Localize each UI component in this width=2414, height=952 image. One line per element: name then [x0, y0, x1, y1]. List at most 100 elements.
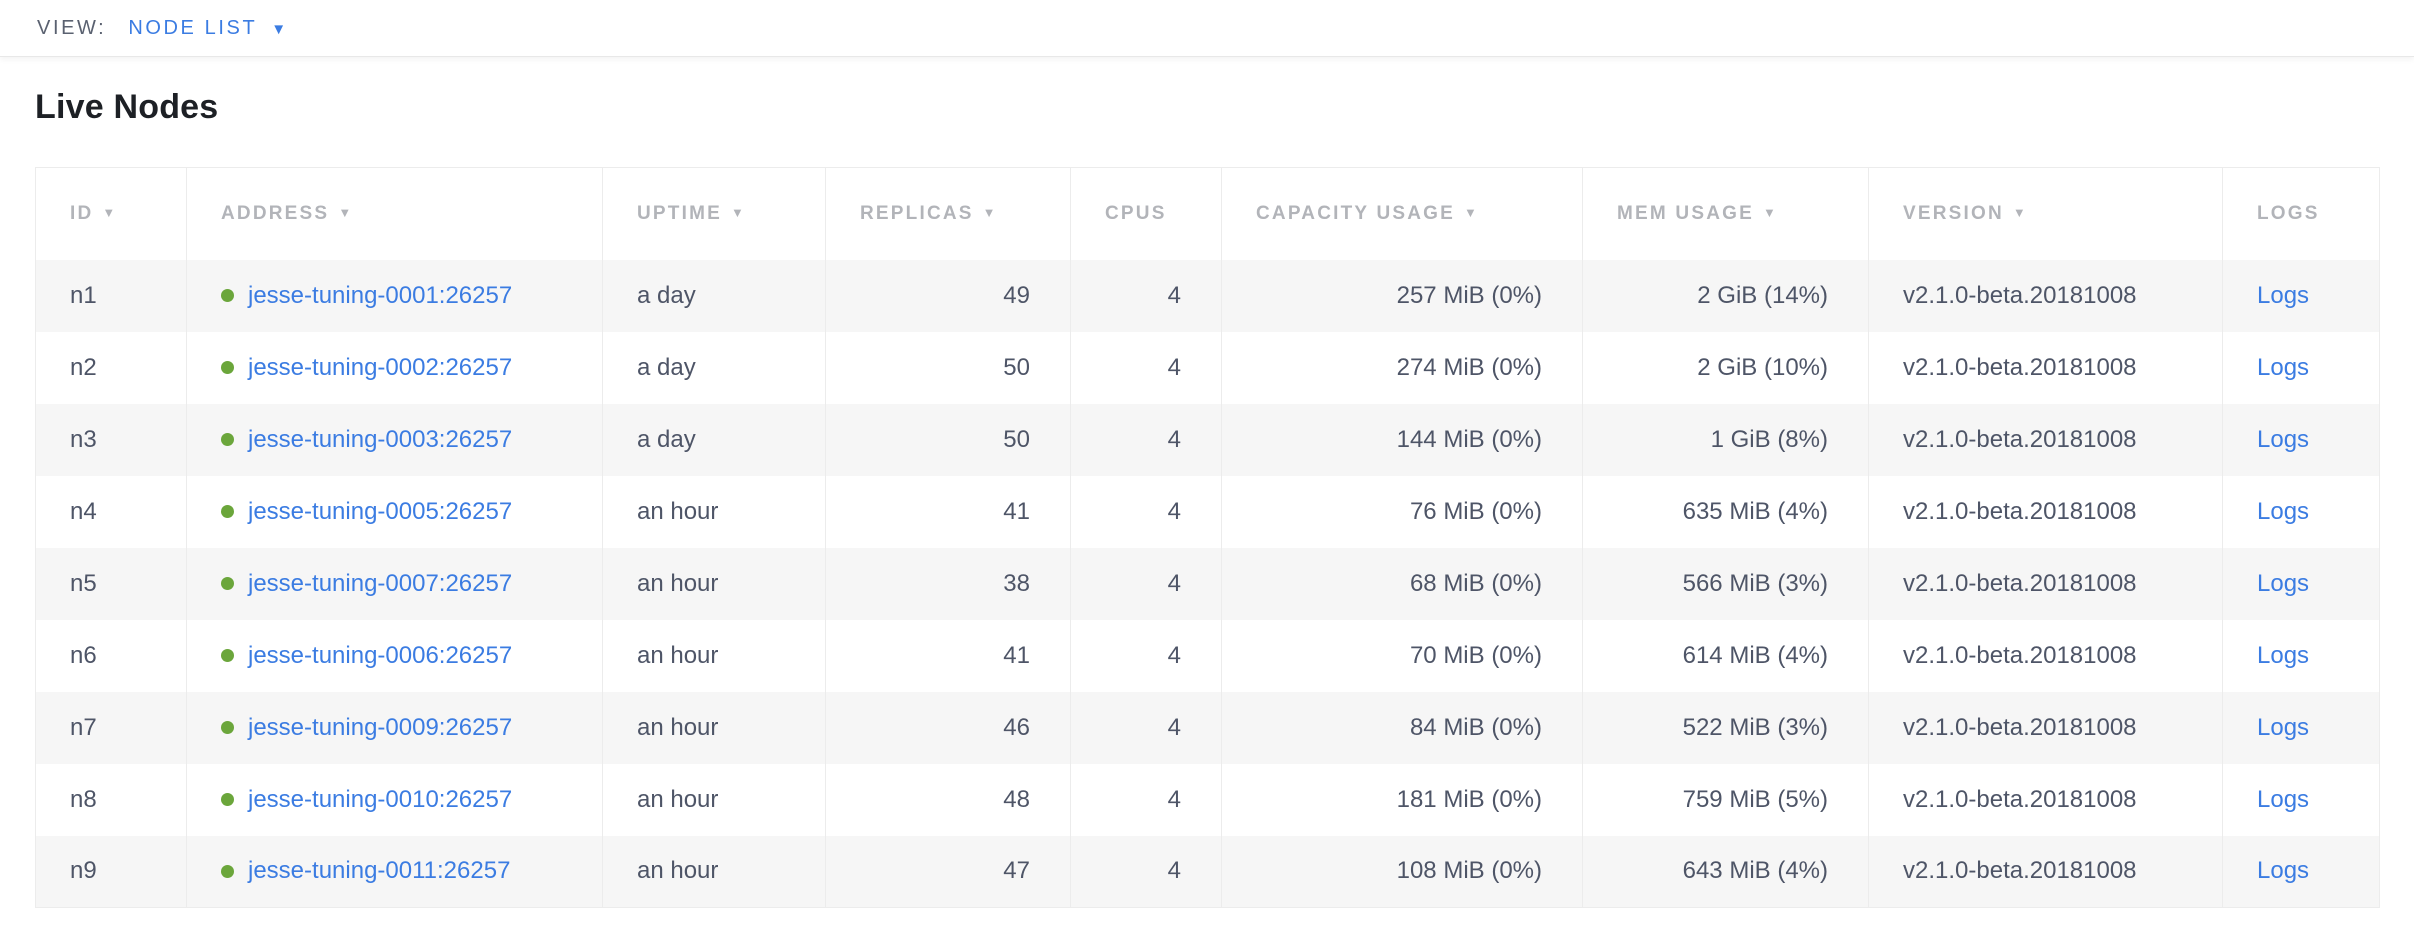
node-address-cell: jesse-tuning-0001:26257	[186, 259, 603, 332]
logs-link[interactable]: Logs	[2257, 785, 2310, 813]
node-address-link[interactable]: jesse-tuning-0002:26257	[248, 353, 513, 381]
node-healthy-dot-icon	[221, 793, 234, 806]
node-address-cell: jesse-tuning-0010:26257	[186, 763, 603, 836]
node-cpus-cell: 4	[1070, 691, 1222, 764]
node-version-cell: v2.1.0-beta.20181008	[1868, 835, 2223, 908]
node-address-cell: jesse-tuning-0002:26257	[186, 331, 603, 404]
node-healthy-dot-icon	[221, 505, 234, 518]
logs-link[interactable]: Logs	[2257, 569, 2310, 597]
column-header-logs: LOGS	[2222, 167, 2380, 260]
node-replicas-cell: 49	[825, 259, 1071, 332]
node-logs-cell: Logs	[2222, 259, 2380, 332]
node-address-cell: jesse-tuning-0006:26257	[186, 619, 603, 692]
node-address-link[interactable]: jesse-tuning-0006:26257	[248, 641, 513, 669]
column-header-label: UPTIME	[637, 202, 722, 224]
node-id-cell: n6	[36, 620, 187, 692]
view-dropdown-value: NODE LIST	[128, 16, 258, 39]
logs-link[interactable]: Logs	[2257, 497, 2310, 525]
node-healthy-dot-icon	[221, 649, 234, 662]
node-table-row: n3 jesse-tuning-0003:26257 a day 50 4 14…	[35, 403, 2380, 476]
node-capacity-usage-cell: 84 MiB (0%)	[1221, 691, 1583, 764]
node-mem-usage-cell: 1 GiB (8%)	[1582, 403, 1869, 476]
node-table-row: n6 jesse-tuning-0006:26257 an hour 41 4 …	[35, 619, 2380, 692]
column-header-cpus: CPUS	[1070, 167, 1222, 260]
node-logs-cell: Logs	[2222, 691, 2380, 764]
node-id: n1	[70, 281, 97, 309]
logs-link[interactable]: Logs	[2257, 641, 2310, 669]
node-logs-cell: Logs	[2222, 835, 2380, 908]
node-address-link[interactable]: jesse-tuning-0005:26257	[248, 497, 513, 525]
node-replicas-cell: 41	[825, 619, 1071, 692]
sort-arrow-icon: ▼	[338, 204, 354, 220]
node-uptime-cell: an hour	[602, 835, 826, 908]
logs-link[interactable]: Logs	[2257, 281, 2310, 309]
sort-arrow-icon: ▼	[1464, 204, 1480, 220]
sort-arrow-icon: ▼	[982, 204, 998, 220]
node-id-cell: n5	[36, 548, 187, 620]
node-replicas-cell: 47	[825, 835, 1071, 908]
node-id: n5	[70, 569, 97, 597]
node-replicas-cell: 48	[825, 763, 1071, 836]
node-logs-cell: Logs	[2222, 763, 2380, 836]
node-address-link[interactable]: jesse-tuning-0003:26257	[248, 425, 513, 453]
node-mem-usage-cell: 566 MiB (3%)	[1582, 547, 1869, 620]
node-table-row: n9 jesse-tuning-0011:26257 an hour 47 4 …	[35, 835, 2380, 908]
view-dropdown[interactable]: NODE LIST ▼	[128, 17, 286, 40]
node-id-cell: n2	[36, 332, 187, 404]
node-table-row: n2 jesse-tuning-0002:26257 a day 50 4 27…	[35, 331, 2380, 404]
node-address-link[interactable]: jesse-tuning-0010:26257	[248, 785, 513, 813]
node-uptime-cell: a day	[602, 331, 826, 404]
node-id-cell: n1	[36, 260, 187, 332]
column-header-version[interactable]: VERSION ▼	[1868, 167, 2223, 260]
node-capacity-usage-cell: 181 MiB (0%)	[1221, 763, 1583, 836]
column-header-capacity-usage[interactable]: CAPACITY USAGE ▼	[1221, 167, 1583, 260]
column-header-label: LOGS	[2257, 202, 2320, 224]
node-logs-cell: Logs	[2222, 403, 2380, 476]
table-header-row: ID ▼ ADDRESS ▼ UPTIME ▼ REPLICAS ▼ CPUS CAPA…	[35, 167, 2380, 260]
chevron-down-icon: ▼	[271, 20, 287, 38]
column-header-address[interactable]: ADDRESS ▼	[186, 167, 603, 260]
page-title: Live Nodes	[35, 88, 219, 126]
sort-arrow-icon: ▼	[730, 204, 747, 220]
node-address-cell: jesse-tuning-0005:26257	[186, 475, 603, 548]
sort-arrow-icon: ▼	[1762, 204, 1779, 220]
card-bottom-shadow	[337, 916, 2077, 952]
sort-arrow-icon: ▼	[2012, 204, 2028, 220]
node-address-cell: jesse-tuning-0003:26257	[186, 403, 603, 476]
node-healthy-dot-icon	[221, 361, 234, 374]
node-capacity-usage-cell: 70 MiB (0%)	[1221, 619, 1583, 692]
sort-arrow-icon: ▼	[102, 204, 118, 220]
column-header-id[interactable]: ID ▼	[35, 167, 187, 260]
node-replicas-cell: 50	[825, 403, 1071, 476]
node-id: n3	[70, 425, 97, 453]
column-header-uptime[interactable]: UPTIME ▼	[602, 167, 826, 260]
node-mem-usage-cell: 2 GiB (10%)	[1582, 331, 1869, 404]
node-address-link[interactable]: jesse-tuning-0009:26257	[248, 713, 513, 741]
node-capacity-usage-cell: 144 MiB (0%)	[1221, 403, 1583, 476]
node-uptime-cell: a day	[602, 403, 826, 476]
node-id: n6	[70, 641, 97, 669]
node-uptime-cell: an hour	[602, 619, 826, 692]
node-version-cell: v2.1.0-beta.20181008	[1868, 403, 2223, 476]
node-table-row: n1 jesse-tuning-0001:26257 a day 49 4 25…	[35, 259, 2380, 332]
node-address-link[interactable]: jesse-tuning-0011:26257	[248, 857, 511, 885]
logs-link[interactable]: Logs	[2257, 713, 2310, 741]
node-address-cell: jesse-tuning-0007:26257	[186, 547, 603, 620]
logs-link[interactable]: Logs	[2257, 425, 2310, 453]
node-cpus-cell: 4	[1070, 403, 1222, 476]
column-header-mem-usage[interactable]: MEM USAGE ▼	[1582, 167, 1869, 260]
node-address-link[interactable]: jesse-tuning-0001:26257	[248, 281, 513, 309]
node-capacity-usage-cell: 76 MiB (0%)	[1221, 475, 1583, 548]
logs-link[interactable]: Logs	[2257, 857, 2310, 885]
node-cpus-cell: 4	[1070, 475, 1222, 548]
live-nodes-table: ID ▼ ADDRESS ▼ UPTIME ▼ REPLICAS ▼ CPUS CAPA…	[35, 167, 2380, 908]
node-address-link[interactable]: jesse-tuning-0007:26257	[248, 569, 513, 597]
column-header-label: ID	[70, 202, 94, 224]
node-version-cell: v2.1.0-beta.20181008	[1868, 331, 2223, 404]
node-uptime-cell: an hour	[602, 691, 826, 764]
column-header-label: CPUS	[1105, 202, 1167, 224]
node-uptime-cell: a day	[602, 259, 826, 332]
column-header-replicas[interactable]: REPLICAS ▼	[825, 167, 1071, 260]
node-logs-cell: Logs	[2222, 331, 2380, 404]
logs-link[interactable]: Logs	[2257, 353, 2310, 381]
